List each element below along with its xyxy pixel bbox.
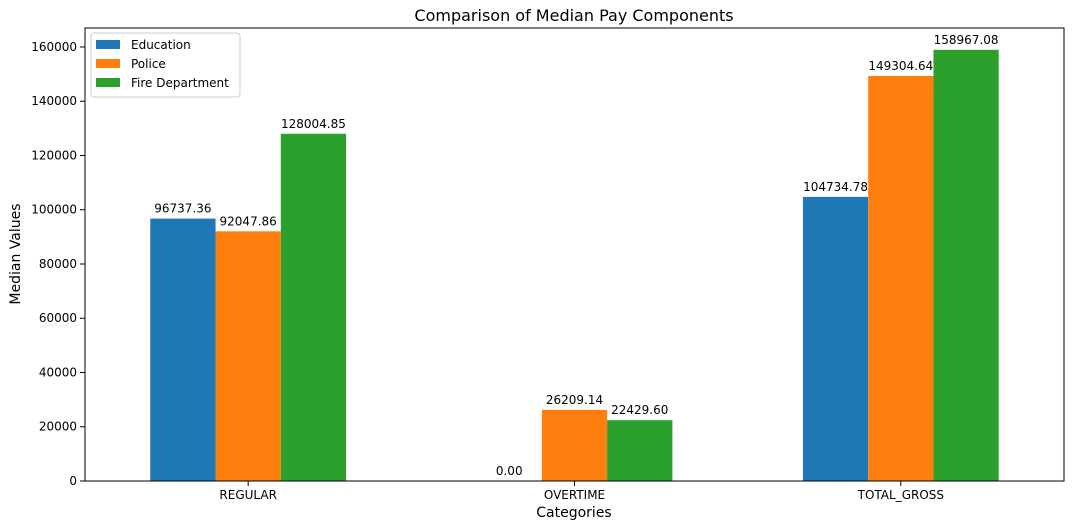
bar-value-labels: 96737.36 0.00 104734.78 92047.86 26209.14 149… bbox=[154, 33, 998, 478]
y-axis-label: Median Values bbox=[8, 203, 24, 304]
plot-frame bbox=[84, 27, 1065, 482]
legend-label: Fire Department bbox=[131, 76, 229, 90]
bar-fire-department-regular bbox=[280, 133, 347, 481]
chart-title: Comparison of Median Pay Components bbox=[414, 6, 733, 25]
legend-label: Police bbox=[131, 57, 166, 71]
legend-swatch bbox=[96, 40, 120, 49]
bar-police-overtime bbox=[541, 409, 608, 481]
bar-value-label: 128004.85 bbox=[281, 117, 346, 131]
y-tick-label: 0 bbox=[69, 474, 77, 488]
y-tick-label: 60000 bbox=[39, 311, 77, 325]
legend-swatch bbox=[96, 59, 120, 68]
bar-value-label: 92047.86 bbox=[220, 214, 277, 228]
y-axis: 0 20000 40000 60000 80000 100000 120000 140000 1… bbox=[31, 40, 85, 488]
bars bbox=[150, 49, 999, 482]
y-tick-label: 80000 bbox=[39, 257, 77, 271]
x-tick-label: TOTAL_GROSS bbox=[857, 488, 944, 502]
bar-fire-department-total_gross bbox=[933, 49, 999, 482]
y-tick-label: 20000 bbox=[39, 420, 77, 434]
bar-value-label: 149304.64 bbox=[868, 59, 933, 73]
bar-value-label: 22429.60 bbox=[611, 403, 668, 417]
y-tick-label: 160000 bbox=[31, 40, 77, 54]
bar-value-label: 104734.78 bbox=[803, 180, 868, 194]
bar-education-total_gross bbox=[802, 196, 869, 482]
legend: Education Police Fire Department bbox=[90, 32, 241, 98]
bar-value-label: 26209.14 bbox=[546, 393, 603, 407]
legend-box bbox=[90, 32, 241, 98]
legend-swatch bbox=[96, 78, 120, 87]
bar-value-label: 96737.36 bbox=[154, 202, 211, 216]
y-tick-label: 140000 bbox=[31, 94, 77, 108]
bar-education-regular bbox=[150, 218, 216, 482]
bar-police-regular bbox=[215, 231, 281, 481]
y-tick-label: 40000 bbox=[39, 365, 77, 379]
bar-police-total_gross bbox=[868, 75, 934, 481]
x-axis: REGULAR OVERTIME TOTAL_GROSS bbox=[219, 481, 944, 502]
x-tick-label: OVERTIME bbox=[544, 488, 605, 502]
legend-label: Education bbox=[131, 38, 191, 52]
bar-value-label: 0.00 bbox=[496, 464, 523, 478]
x-axis-label: Categories bbox=[536, 505, 611, 521]
y-tick-label: 120000 bbox=[31, 148, 77, 162]
x-tick-label: REGULAR bbox=[219, 488, 277, 502]
bar-fire-department-overtime bbox=[607, 420, 673, 481]
bar-value-label: 158967.08 bbox=[934, 33, 999, 47]
y-tick-label: 100000 bbox=[31, 203, 77, 217]
